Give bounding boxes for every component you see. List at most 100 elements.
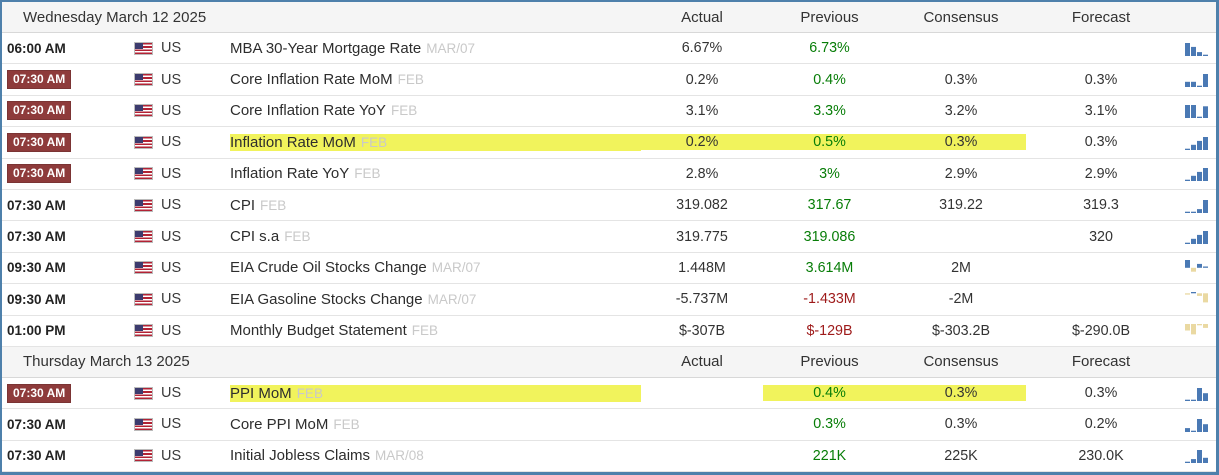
- event-link[interactable]: CPI s.a: [230, 228, 280, 246]
- event-time-cell: 01:00 PM: [2, 323, 127, 338]
- calendar-event-row: 07:30 AM US CPI FEB 319.082 317.67 319.22 319.3: [2, 189, 1216, 222]
- country-cell: US: [127, 103, 230, 119]
- column-header-previous: Previous: [800, 8, 859, 26]
- mini-bar-chart-icon[interactable]: [1184, 259, 1208, 276]
- section-date: Thursday March 13 2025: [23, 353, 190, 371]
- event-link[interactable]: Core Inflation Rate YoY: [230, 102, 386, 120]
- consensus-value: 0.3%: [944, 71, 978, 88]
- chart-icon-cell: [1176, 221, 1216, 251]
- country-cell: US: [127, 40, 230, 56]
- mini-bar-chart-icon[interactable]: [1184, 228, 1208, 245]
- event-link[interactable]: Inflation Rate MoM: [230, 133, 356, 151]
- previous-value: 319.086: [803, 228, 856, 245]
- mini-bar-chart-icon[interactable]: [1184, 447, 1208, 464]
- mini-bar-chart-icon[interactable]: [1184, 40, 1208, 57]
- previous-value: 0.4%: [813, 71, 846, 88]
- event-link[interactable]: Inflation Rate YoY: [230, 165, 350, 183]
- country-cell: US: [127, 260, 230, 276]
- mini-bar-chart-icon[interactable]: [1184, 416, 1208, 433]
- calendar-event-row: 01:00 PM US Monthly Budget Statement FEB $-3…: [2, 315, 1216, 347]
- event-cell: PPI MoM FEB: [230, 384, 641, 402]
- mini-bar-chart-icon[interactable]: [1184, 165, 1208, 182]
- calendar-event-row: 07:30 AM US CPI s.a FEB 319.775 319.086 320: [2, 221, 1216, 253]
- chart-icon-cell: [1176, 159, 1216, 189]
- event-reference-period: FEB: [397, 72, 424, 88]
- event-link[interactable]: Monthly Budget Statement: [230, 322, 407, 340]
- calendar-event-row: 09:30 AM US EIA Crude Oil Stocks Change MAR…: [2, 252, 1216, 285]
- event-cell: EIA Gasoline Stocks Change MAR/07: [230, 291, 641, 308]
- country-cell: US: [127, 229, 230, 245]
- column-header-forecast: Forecast: [1071, 353, 1131, 371]
- mini-bar-chart-icon[interactable]: [1184, 102, 1208, 119]
- event-link[interactable]: Initial Jobless Claims: [230, 447, 371, 465]
- calendar-event-row: 07:30 AM US Inflation Rate MoM FEB 0.2% 0.5% 0…: [2, 127, 1216, 159]
- actual-value: 3.1%: [685, 102, 719, 119]
- event-time-cell: 07:30 AM: [2, 448, 127, 463]
- event-time: 07:30 AM: [7, 197, 66, 213]
- consensus-value: 319.22: [939, 197, 983, 214]
- country-label: US: [161, 447, 182, 464]
- actual-value: 0.2%: [685, 71, 719, 88]
- us-flag-icon: [134, 324, 153, 338]
- mini-bar-chart-icon[interactable]: [1184, 134, 1208, 151]
- chart-icon-cell: [1176, 378, 1216, 408]
- mini-bar-chart-icon[interactable]: [1184, 291, 1208, 308]
- event-time: 09:30 AM: [7, 291, 66, 307]
- event-time-cell: 09:30 AM: [2, 292, 127, 307]
- previous-value: 317.67: [807, 197, 852, 214]
- event-reference-period: FEB: [360, 134, 388, 150]
- actual-value: 2.8%: [685, 165, 719, 182]
- us-flag-icon: [134, 198, 153, 212]
- consensus-value: 225K: [944, 447, 978, 464]
- mini-bar-chart-icon[interactable]: [1184, 322, 1208, 339]
- mini-bar-chart-icon[interactable]: [1184, 385, 1208, 402]
- us-flag-icon: [134, 41, 153, 55]
- country-cell: US: [127, 416, 230, 432]
- event-link[interactable]: Core Inflation Rate MoM: [230, 71, 393, 89]
- chart-icon-cell: [1176, 33, 1216, 63]
- country-label: US: [161, 416, 182, 433]
- calendar-event-row: 07:30 AM US Core Inflation Rate YoY FEB 3.1%…: [2, 95, 1216, 128]
- event-link[interactable]: EIA Gasoline Stocks Change: [230, 290, 423, 308]
- event-reference-period: FEB: [390, 103, 418, 119]
- previous-value: 3.614M: [805, 259, 854, 276]
- forecast-value: 2.9%: [1084, 165, 1118, 182]
- previous-value: 3.3%: [813, 102, 846, 119]
- column-header-previous: Previous: [800, 353, 859, 371]
- consensus-value: 0.3%: [896, 385, 1026, 402]
- event-time-cell: 07:30 AM: [2, 383, 127, 403]
- us-flag-icon: [134, 230, 153, 244]
- event-reference-period: MAR/07: [427, 291, 477, 307]
- calendar-event-row: 07:30 AM US PPI MoM FEB 0.4% 0.3% 0.3%: [2, 377, 1216, 410]
- event-link[interactable]: CPI: [230, 196, 256, 214]
- forecast-value: 320: [1089, 228, 1113, 245]
- chart-icon-cell: [1176, 127, 1216, 157]
- country-cell: US: [127, 291, 230, 307]
- event-cell: CPI s.a FEB: [230, 228, 641, 245]
- event-cell: Initial Jobless Claims MAR/08: [230, 447, 641, 464]
- event-link[interactable]: EIA Crude Oil Stocks Change: [230, 259, 427, 277]
- mini-bar-chart-icon[interactable]: [1184, 71, 1208, 88]
- chart-icon-cell: [1176, 190, 1216, 220]
- event-link[interactable]: PPI MoM: [230, 384, 292, 402]
- event-reference-period: FEB: [296, 385, 323, 401]
- event-time: 07:30 AM: [7, 229, 66, 245]
- forecast-value: $-290.0B: [1071, 322, 1131, 339]
- event-cell: Inflation Rate MoM FEB: [230, 133, 641, 151]
- event-reference-period: MAR/07: [431, 260, 481, 276]
- previous-value: 221K: [812, 447, 847, 464]
- event-link[interactable]: MBA 30-Year Mortgage Rate: [230, 39, 422, 57]
- country-label: US: [161, 228, 182, 245]
- event-time-badge: 07:30 AM: [7, 132, 72, 152]
- event-time: 01:00 PM: [7, 323, 66, 339]
- event-cell: Core Inflation Rate YoY FEB: [230, 102, 641, 119]
- us-flag-icon: [134, 73, 153, 87]
- calendar-event-row: 06:00 AM US MBA 30-Year Mortgage Rate MAR/0…: [2, 33, 1216, 65]
- event-link[interactable]: Core PPI MoM: [230, 415, 329, 433]
- event-reference-period: FEB: [333, 416, 360, 432]
- mini-bar-chart-icon[interactable]: [1184, 197, 1208, 214]
- event-time-badge: 07:30 AM: [7, 164, 72, 184]
- event-time-badge: 07:30 AM: [7, 101, 72, 121]
